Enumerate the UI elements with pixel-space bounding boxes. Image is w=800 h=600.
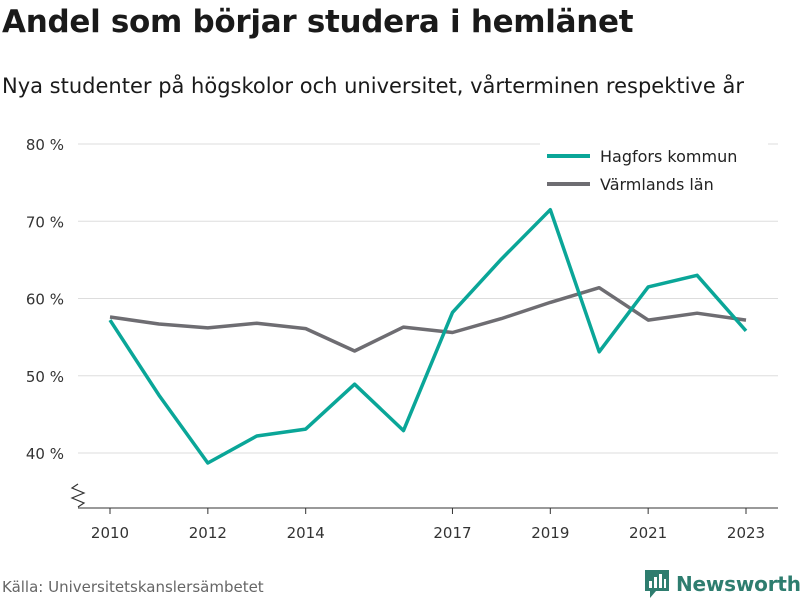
x-tick-label: 2012 <box>189 524 227 542</box>
x-tick-label: 2014 <box>287 524 325 542</box>
y-tick-label: 60 % <box>26 291 64 309</box>
y-tick-label: 80 % <box>26 136 64 154</box>
x-tick-label: 2017 <box>433 524 471 542</box>
brand-name: Newsworthy <box>676 572 800 596</box>
y-axis-ticks: 40 % 50 % 60 % 70 % 80 % <box>26 136 64 463</box>
series-lines <box>108 207 748 465</box>
series-line <box>109 285 747 353</box>
newsworthy-logo-icon <box>645 570 669 598</box>
legend-label: Värmlands län <box>600 175 714 194</box>
x-tick-label: 2023 <box>727 524 765 542</box>
x-axis: 2010 2012 2014 2017 2019 2021 2023 <box>70 483 778 542</box>
legend-box <box>540 140 768 200</box>
source-note: Källa: Universitetskanslersämbetet <box>2 578 264 596</box>
legend: Hagfors kommun Värmlands län <box>540 140 768 200</box>
series-line <box>108 207 748 465</box>
chart-subtitle: Nya studenter på högskolor och universit… <box>2 74 744 98</box>
axis-break-icon <box>70 483 86 508</box>
y-tick-label: 70 % <box>26 213 64 231</box>
y-tick-label: 40 % <box>26 445 64 463</box>
x-tick-label: 2010 <box>91 524 129 542</box>
legend-label: Hagfors kommun <box>600 147 737 166</box>
x-tick-label: 2021 <box>629 524 667 542</box>
x-tick-label: 2019 <box>531 524 569 542</box>
y-tick-label: 50 % <box>26 368 64 386</box>
chart-title: Andel som börjar studera i hemlänet <box>2 4 634 40</box>
brand-logo: Newsworthy <box>644 569 800 599</box>
